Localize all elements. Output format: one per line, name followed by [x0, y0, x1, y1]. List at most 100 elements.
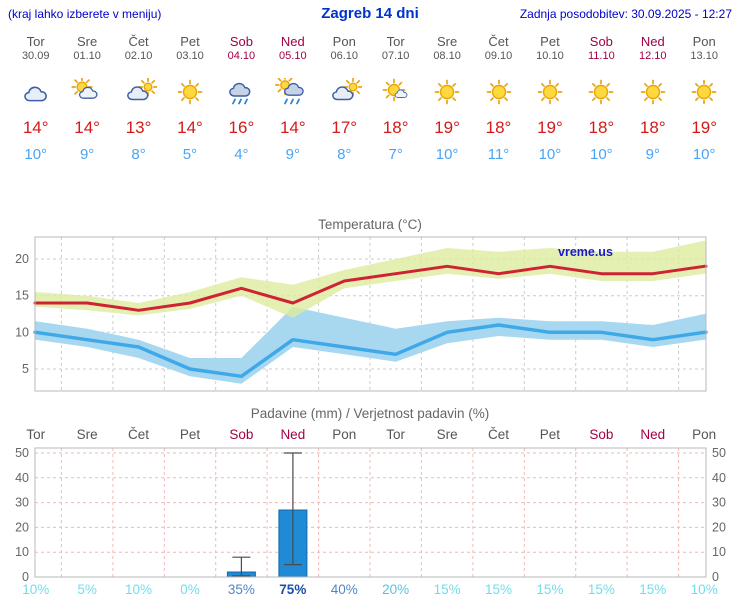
- day-column: Čet 09.10 18° 11°: [473, 30, 524, 163]
- weather-icon-wrap: [10, 78, 61, 108]
- precip-day-label: Ned: [280, 427, 306, 442]
- svg-text:50: 50: [15, 446, 29, 460]
- day-date: 01.10: [73, 50, 101, 62]
- day-column: Pet 03.10 14° 5°: [164, 30, 215, 163]
- low-temp: 9°: [645, 146, 660, 163]
- day-name: Čet: [128, 34, 149, 49]
- day-date: 09.10: [484, 50, 513, 62]
- precipitation-chart: 0 0 10 10 20 20 30 30 40 40 50 50: [15, 446, 726, 584]
- high-temp: 18°: [485, 118, 512, 137]
- day-date: 13.10: [690, 50, 718, 62]
- high-temp: 18°: [382, 118, 409, 137]
- high-temp: 18°: [588, 118, 615, 137]
- high-temp: 19°: [434, 118, 460, 137]
- sunny-icon: [588, 79, 614, 105]
- day-date: 30.09: [21, 50, 50, 62]
- day-column: Sob 04.10 16° 4°: [216, 30, 267, 163]
- day-name: Sre: [77, 34, 98, 49]
- precip-day-label: Sre: [76, 427, 98, 442]
- svg-text:40: 40: [15, 471, 29, 485]
- svg-text:20: 20: [712, 520, 726, 534]
- day-date: 03.10: [176, 50, 204, 62]
- precipitation-chart-title: Padavine (mm) / Verjetnost padavin (%): [250, 406, 490, 421]
- low-temp: 10°: [692, 146, 716, 163]
- svg-text:30: 30: [15, 496, 29, 510]
- day-date: 07.10: [381, 50, 410, 62]
- low-temp: 10°: [538, 146, 562, 163]
- day-name: Tor: [386, 34, 405, 49]
- sunny-icon: [691, 79, 717, 105]
- sunny-icon: [177, 79, 203, 105]
- precip-probability: 5%: [77, 582, 97, 597]
- low-temp: 8°: [337, 146, 352, 163]
- high-temp: 16°: [228, 118, 255, 137]
- day-name: Tor: [26, 34, 45, 49]
- menu-hint: (kraj lahko izberete v meniju): [8, 7, 162, 21]
- high-temp: 14°: [177, 118, 203, 137]
- day-name: Sob: [589, 34, 613, 49]
- svg-text:40: 40: [712, 471, 726, 485]
- day-date: 11.10: [587, 50, 615, 62]
- low-temp: 10°: [435, 146, 459, 163]
- svg-text:0: 0: [712, 570, 719, 584]
- precip-probability: 15%: [484, 582, 513, 597]
- day-name: Pet: [540, 34, 560, 49]
- svg-text:10: 10: [15, 325, 29, 339]
- weather-icon-wrap: [576, 78, 627, 108]
- precip-day-label: Pon: [692, 427, 717, 442]
- day-name: Sob: [229, 34, 253, 49]
- precip-probability: 75%: [279, 582, 307, 597]
- svg-text:10: 10: [15, 545, 29, 559]
- day-date: 02.10: [124, 50, 153, 62]
- precip-day-label: Čet: [488, 427, 510, 442]
- low-temp: 11°: [487, 146, 510, 163]
- watermark: vreme.us: [558, 245, 613, 259]
- low-temp: 8°: [131, 146, 146, 163]
- weather-icon-wrap: [473, 78, 524, 108]
- precip-probability-row: 10% 5% 10% 0% 35% 75% 40% 20% 15% 15% 15% 15% 15% 10%: [10, 582, 730, 597]
- precip-probability: 15%: [639, 582, 667, 597]
- precip-day-label: Sob: [589, 427, 614, 442]
- min-temp-line: [33, 323, 708, 379]
- high-temp: 14°: [279, 118, 306, 137]
- rain-icon: [229, 82, 251, 105]
- weather-icon-wrap: [319, 77, 370, 108]
- weather-icon-wrap: [61, 76, 112, 108]
- high-temp: 19°: [691, 118, 718, 137]
- weather-icon-wrap: [216, 78, 267, 108]
- day-name: Ned: [640, 34, 665, 49]
- day-column: Tor 30.09 14° 10°: [10, 30, 61, 163]
- precip-day-labels: Tor Sre Čet Pet Sob Ned Pon Tor Sre Čet Pet Sob Ned P…: [10, 427, 730, 442]
- sunny-icon: [640, 79, 666, 105]
- day-name: Čet: [488, 34, 509, 49]
- precip-day-label: Tor: [26, 427, 46, 442]
- temperature-chart: 5 10 15 20 vreme.us: [15, 236, 708, 392]
- precip-probability: 15%: [587, 582, 615, 597]
- precip-day-label: Tor: [386, 427, 406, 442]
- precip-probability: 35%: [227, 582, 255, 597]
- weather-icon-wrap: [267, 74, 318, 108]
- day-name: Sre: [436, 34, 458, 49]
- day-name: Pon: [692, 34, 716, 49]
- day-date: 08.10: [433, 50, 461, 62]
- mostly-cloudy-icon: [332, 77, 363, 101]
- precip-probability: 10%: [22, 582, 50, 597]
- day-column: Pet 10.10 19° 10°: [524, 30, 575, 163]
- weather-icon-wrap: [113, 77, 164, 108]
- high-temp: 18°: [639, 118, 666, 137]
- precip-day-label: Ned: [640, 427, 666, 442]
- svg-text:50: 50: [712, 446, 726, 460]
- svg-text:15: 15: [15, 289, 29, 303]
- sunny-icon: [434, 79, 460, 105]
- precip-day-label: Pet: [539, 427, 561, 442]
- low-temp: 4°: [234, 146, 249, 163]
- precip-range-whisker: [232, 556, 251, 577]
- precip-day-label: Sre: [436, 427, 458, 442]
- precip-probability: 15%: [433, 582, 461, 597]
- last-update: Zadnja posodobitev: 30.09.2025 - 12:27: [519, 7, 732, 21]
- svg-text:5: 5: [22, 362, 29, 376]
- max-temp-line: [33, 264, 708, 312]
- sunny-icon: [486, 79, 511, 105]
- precip-day-label: Pon: [332, 427, 357, 442]
